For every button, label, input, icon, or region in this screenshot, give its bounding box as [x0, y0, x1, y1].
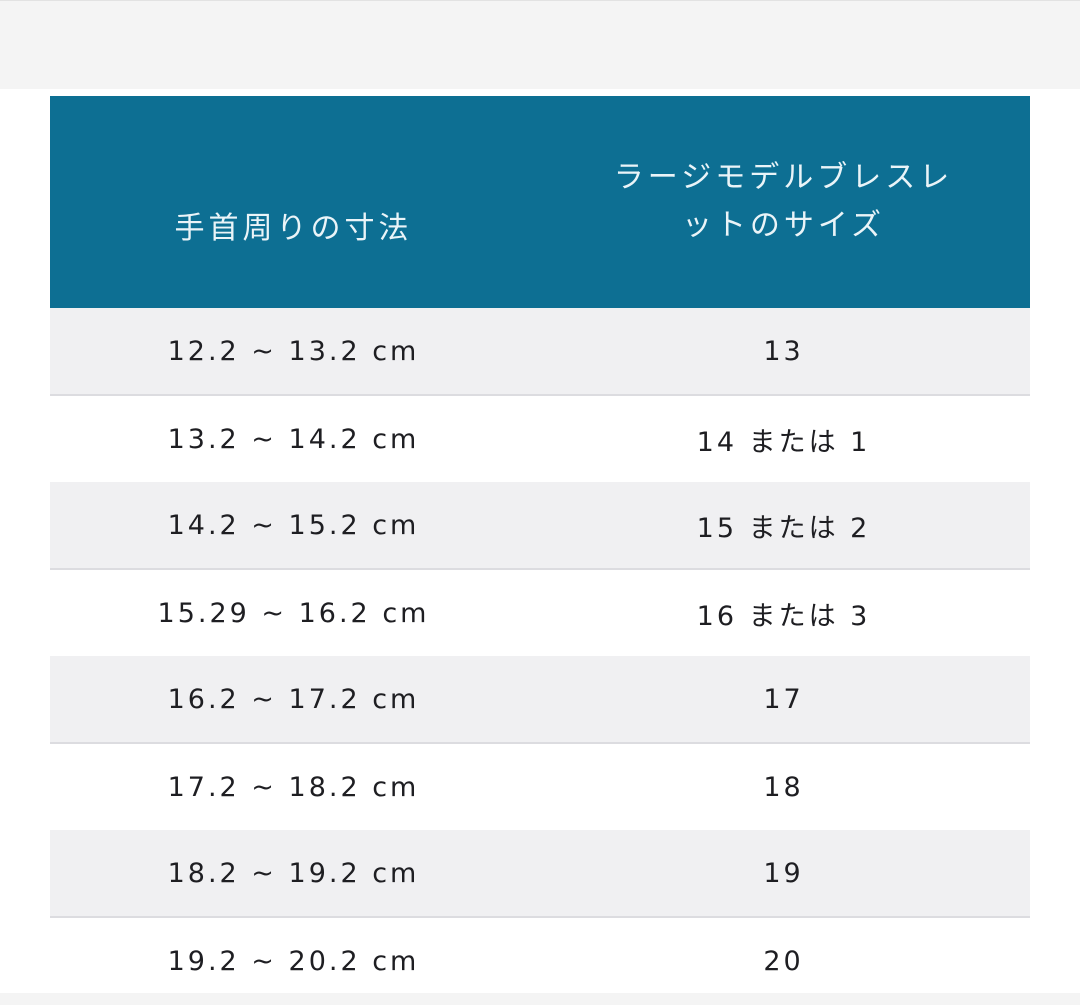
table-row: 12.2 ~ 13.2 cm 13 [50, 308, 1030, 396]
table-row: 19.2 ~ 20.2 cm 20 [50, 917, 1030, 1004]
bracelet-size-cell: 17 [537, 656, 1030, 744]
wrist-size-cell: 15.29 ~ 16.2 cm [50, 569, 537, 656]
table-row: 16.2 ~ 17.2 cm 17 [50, 656, 1030, 744]
bracelet-size-cell: 16 または 3 [537, 569, 1030, 656]
bracelet-size-cell: 18 [537, 743, 1030, 830]
wrist-size-cell: 17.2 ~ 18.2 cm [50, 743, 537, 830]
bracelet-size-cell: 13 [537, 308, 1030, 396]
wrist-size-cell: 18.2 ~ 19.2 cm [50, 830, 537, 918]
wrist-size-cell: 19.2 ~ 20.2 cm [50, 917, 537, 1004]
wrist-size-cell: 14.2 ~ 15.2 cm [50, 482, 537, 570]
wrist-size-cell: 13.2 ~ 14.2 cm [50, 395, 537, 482]
header-line-2: ットのサイズ [681, 208, 886, 243]
top-band [0, 0, 1080, 89]
header-line-1: ラージモデルブレスレ [613, 160, 954, 195]
bracelet-size-cell: 20 [537, 917, 1030, 1004]
bracelet-size-cell: 14 または 1 [537, 395, 1030, 482]
wrist-size-cell: 12.2 ~ 13.2 cm [50, 308, 537, 396]
header-row: 手首周りの寸法 ラージモデルブレスレ ットのサイズ [50, 96, 1030, 308]
table-row: 13.2 ~ 14.2 cm 14 または 1 [50, 395, 1030, 482]
header-wrist-size: 手首周りの寸法 [50, 96, 537, 308]
size-chart-table: 手首周りの寸法 ラージモデルブレスレ ットのサイズ 12.2 ~ 13.2 cm… [50, 96, 1030, 1004]
table-row: 14.2 ~ 15.2 cm 15 または 2 [50, 482, 1030, 570]
table-row: 18.2 ~ 19.2 cm 19 [50, 830, 1030, 918]
wrist-size-cell: 16.2 ~ 17.2 cm [50, 656, 537, 744]
bottom-band [0, 993, 1080, 1005]
table-row: 15.29 ~ 16.2 cm 16 または 3 [50, 569, 1030, 656]
table-row: 17.2 ~ 18.2 cm 18 [50, 743, 1030, 830]
bracelet-size-cell: 15 または 2 [537, 482, 1030, 570]
header-bracelet-size: ラージモデルブレスレ ットのサイズ [537, 96, 1030, 308]
bracelet-size-cell: 19 [537, 830, 1030, 918]
